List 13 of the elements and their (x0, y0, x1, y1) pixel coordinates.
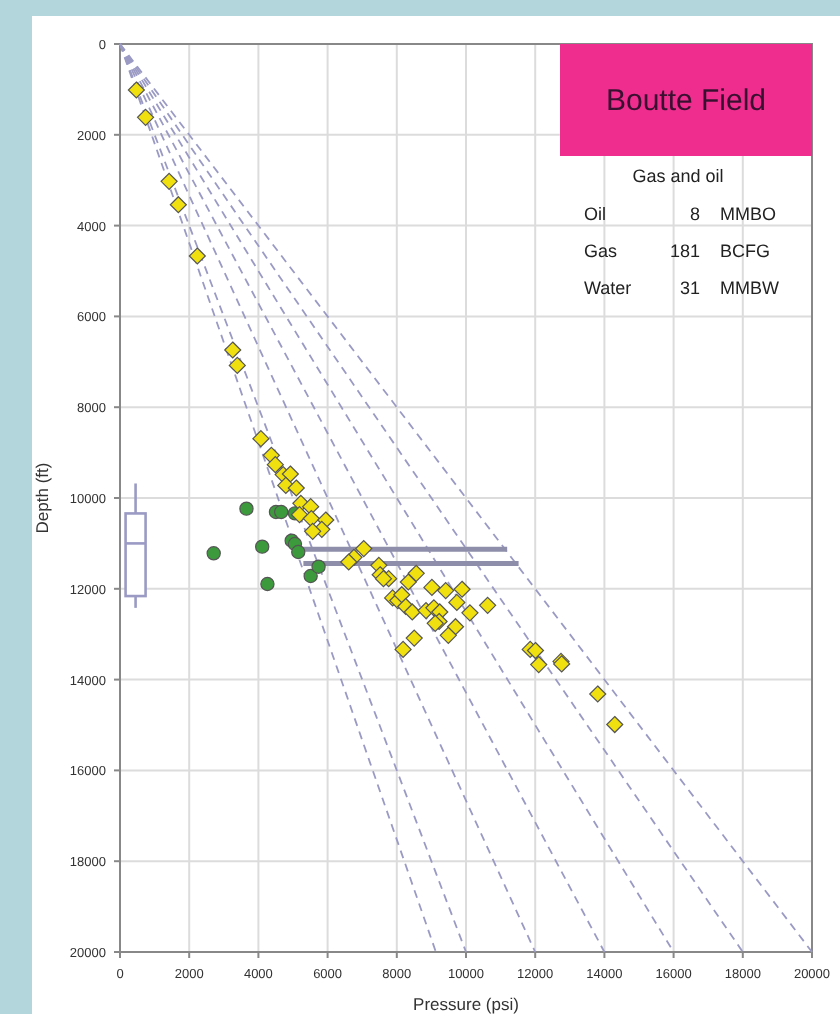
annotation: MMBO (720, 204, 776, 224)
annotation: Gas (584, 241, 619, 261)
text: Boutte Field (605, 84, 767, 118)
annotation: Gas and oil (632, 166, 724, 186)
annotation: 181 (669, 241, 700, 261)
annotation: BCFG (720, 241, 771, 261)
annotation: Water (584, 278, 632, 298)
annotation: Oil (584, 204, 606, 224)
annotation: 8 (689, 204, 700, 224)
annotation: MMBW (720, 278, 780, 298)
y-axis-title: Depth (ft) (32, 462, 52, 534)
x-axis-title: Pressure (psi) (413, 994, 520, 1014)
annotation: 31 (679, 278, 700, 298)
